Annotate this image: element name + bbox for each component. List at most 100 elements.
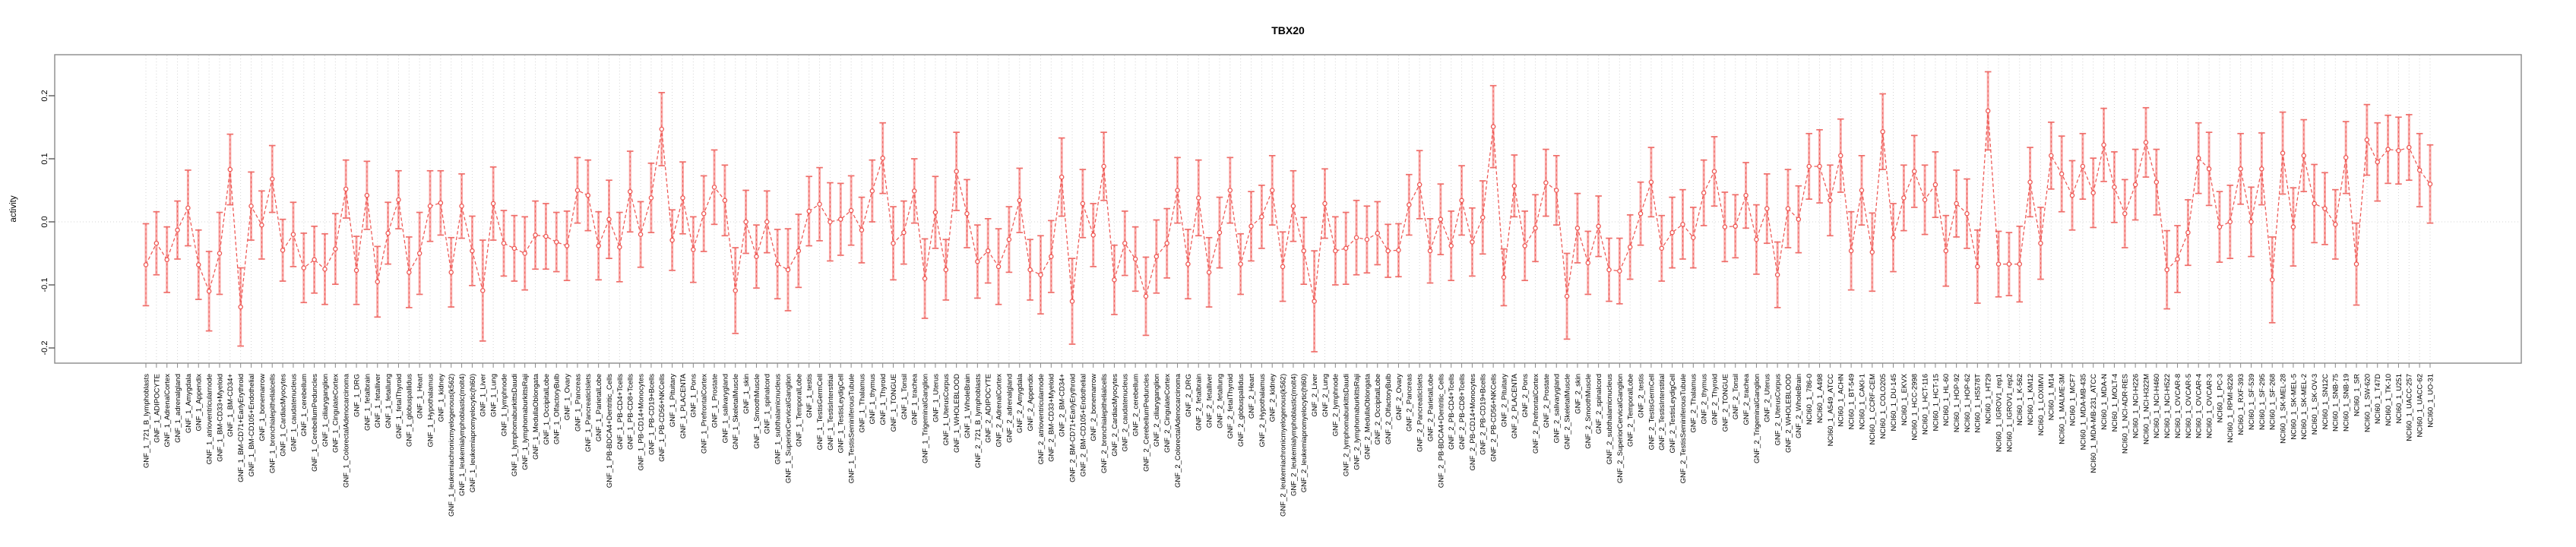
x-tick-label: GNF_2_salivarygland	[1553, 374, 1562, 443]
x-tick-label: GNF_2_BM-CD71+EarlyErythroid	[1068, 374, 1077, 482]
x-tick-label: GNF_1_Thyroid	[879, 374, 888, 425]
x-tick-label: GNF_1_TestisInterstitial	[827, 374, 835, 451]
data-point	[574, 188, 581, 193]
x-tick-label: GNF_1_lymphnode	[500, 374, 508, 436]
data-point	[2006, 261, 2012, 267]
x-tick-label: NCI60_1_SR	[2353, 374, 2361, 416]
data-point	[269, 176, 275, 182]
data-point	[290, 232, 296, 237]
x-tick-label: GNF_1_Liver	[479, 374, 488, 417]
x-tick-label: GNF_1_PB-CD8+Tcells	[627, 374, 635, 450]
data-point	[743, 219, 748, 225]
data-point	[333, 246, 338, 251]
data-point	[2101, 142, 2106, 147]
x-tick-label: NCI60_1_IGROV1_rep1	[1995, 374, 2003, 452]
data-point	[1080, 201, 1086, 207]
error-bars	[142, 71, 2434, 353]
x-tick-label: NCI60_1_NCI-ADR-RES	[2122, 374, 2130, 454]
data-point	[1069, 299, 1075, 304]
data-point	[343, 186, 349, 192]
data-point	[248, 203, 254, 209]
data-point	[217, 251, 223, 256]
x-tick-label: NCI60_1_OVCAR-5	[2185, 374, 2193, 438]
x-tick-label: NCI60_1_EKVX	[1900, 373, 1909, 425]
data-point	[1891, 235, 1896, 240]
data-point	[2259, 166, 2264, 172]
data-point	[185, 205, 191, 210]
data-point	[1596, 223, 1601, 229]
data-point	[1511, 183, 1517, 188]
x-tick-label: NCI60_1_T47D	[2374, 374, 2382, 424]
x-tick-label: GNF_1_lymphomaburkittsDaudi	[511, 374, 519, 476]
data-point	[1132, 256, 1138, 262]
x-tick-label: GNF_1_PB-CD4+Tcells	[616, 374, 625, 450]
x-tick-label: NCI60_1_786-0	[1805, 374, 1814, 425]
x-tick-label: GNF_1_BM-CD33+Myeloid	[216, 374, 224, 462]
data-point	[1859, 188, 1865, 193]
x-tick-label: NCI60_1_MDA-N	[2100, 374, 2109, 430]
data-point	[1280, 264, 1286, 270]
x-tick-label: GNF_1_WholeBrain	[964, 374, 972, 438]
chart-title: TBX20	[1271, 24, 1305, 36]
x-tick-label: GNF_2_ParietalLobe	[1426, 374, 1435, 441]
data-point	[2049, 153, 2054, 159]
x-tick-label: GNF_2_Thalamus	[1690, 374, 1698, 433]
data-point	[2396, 147, 2401, 153]
data-point	[774, 261, 780, 267]
x-tick-label: NCI60_1_A549_ATCC	[1827, 374, 1835, 447]
data-point	[543, 233, 549, 239]
data-point	[1975, 264, 1980, 270]
data-point	[1553, 188, 1559, 193]
data-point	[164, 257, 169, 263]
x-tick-label: GNF_1_Pancreas	[574, 374, 582, 432]
data-point	[1774, 272, 1780, 277]
data-point	[1943, 248, 1949, 254]
data-point	[1701, 190, 1707, 196]
data-point	[1059, 174, 1065, 180]
data-point	[848, 207, 854, 213]
x-tick-label: NCI60_1_HCT-116	[1921, 374, 1929, 435]
x-tick-label: GNF_2_TestisSeminiferousTubule	[1679, 374, 1688, 483]
data-point	[1995, 261, 2002, 267]
data-point	[1154, 254, 1160, 259]
data-point	[669, 237, 675, 243]
x-tick-label: GNF_1_Pons	[690, 374, 698, 418]
data-point	[1027, 267, 1033, 273]
data-point	[2164, 267, 2169, 273]
x-tick-label: NCI60_1_MDA-MB-231_ATCC	[2090, 374, 2098, 473]
x-tick-label: GNF_1_trachea	[911, 373, 919, 425]
x-tick-label: GNF_2_TemporalLobe	[1627, 374, 1635, 447]
data-point	[1817, 163, 1822, 169]
data-point	[2227, 219, 2233, 225]
x-tick-label: GNF_2_TestisInterstitial	[1658, 374, 1666, 451]
x-tick-label: NCI60_1_UO-31	[2426, 374, 2435, 428]
x-tick-label: GNF_2_skin	[1574, 374, 1582, 414]
data-point	[1533, 226, 1538, 231]
x-tick-label: NCI60_1_SW-620	[2363, 374, 2372, 432]
data-point	[764, 219, 770, 225]
x-tick-label: GNF_2_Thyroid	[1710, 374, 1719, 425]
data-point	[2343, 155, 2349, 160]
x-tick-label: GNF_1_TrigeminalGanglion	[921, 374, 929, 463]
data-point	[2385, 147, 2391, 152]
data-point	[533, 232, 538, 238]
x-tick-label: GNF_1_TONGUE	[890, 374, 898, 432]
x-tick-label: GNF_1_kidney	[437, 374, 445, 422]
x-tick-label: NCI60_1_LOXIMVI	[2037, 374, 2046, 435]
data-point	[407, 270, 412, 275]
data-point	[259, 222, 264, 228]
data-point	[1722, 224, 1728, 229]
data-point	[2080, 163, 2086, 169]
data-point	[375, 279, 381, 285]
data-point	[196, 262, 201, 267]
x-tick-label: NCI60_1_CCRF-CEM	[1869, 374, 1877, 445]
x-tick-label: NCI60_1_HOP-62	[1964, 374, 1972, 432]
data-point	[1869, 249, 1875, 255]
x-tick-label: GNF_1_721_B_lymphoblasts	[142, 374, 150, 468]
data-point	[638, 232, 644, 237]
x-tick-label: GNF_1_PB-CD14+Monocytes	[637, 374, 645, 471]
data-point	[1438, 217, 1444, 222]
data-point	[1049, 254, 1054, 259]
x-tick-label: GNF_2_TestisGermCell	[1647, 374, 1656, 450]
